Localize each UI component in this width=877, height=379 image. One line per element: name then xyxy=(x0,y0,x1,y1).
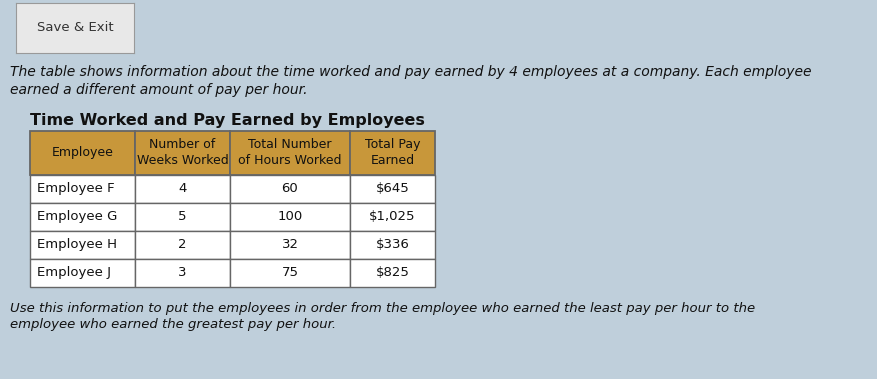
Bar xyxy=(30,259,135,287)
Bar xyxy=(30,175,135,203)
Bar xyxy=(230,259,350,287)
Text: Employee J: Employee J xyxy=(37,266,111,279)
Text: $336: $336 xyxy=(375,238,410,251)
Bar xyxy=(350,203,435,231)
Text: 32: 32 xyxy=(282,238,298,251)
Text: $645: $645 xyxy=(375,182,410,196)
Text: Save & Exit: Save & Exit xyxy=(37,21,113,34)
Bar xyxy=(30,203,135,231)
Bar xyxy=(350,175,435,203)
Text: The table shows information about the time worked and pay earned by 4 employees : The table shows information about the ti… xyxy=(10,65,811,79)
Bar xyxy=(350,231,435,259)
Bar xyxy=(30,131,135,175)
Text: 5: 5 xyxy=(178,210,187,224)
Text: Employee G: Employee G xyxy=(37,210,118,224)
Text: 4: 4 xyxy=(178,182,187,196)
Text: Time Worked and Pay Earned by Employees: Time Worked and Pay Earned by Employees xyxy=(30,113,424,128)
Text: Total Pay
Earned: Total Pay Earned xyxy=(365,138,420,168)
Text: Employee H: Employee H xyxy=(37,238,117,251)
Text: earned a different amount of pay per hour.: earned a different amount of pay per hou… xyxy=(10,83,308,97)
Bar xyxy=(230,131,350,175)
Text: 75: 75 xyxy=(282,266,298,279)
Text: 2: 2 xyxy=(178,238,187,251)
Bar xyxy=(135,231,230,259)
Text: Employee F: Employee F xyxy=(37,182,115,196)
Bar xyxy=(230,203,350,231)
Text: $825: $825 xyxy=(375,266,410,279)
Text: $1,025: $1,025 xyxy=(369,210,416,224)
Text: Total Number
of Hours Worked: Total Number of Hours Worked xyxy=(239,138,342,168)
Bar xyxy=(135,259,230,287)
Bar xyxy=(350,131,435,175)
Bar xyxy=(135,175,230,203)
Bar xyxy=(30,231,135,259)
Bar xyxy=(230,175,350,203)
Text: Employee: Employee xyxy=(52,146,113,160)
Text: 60: 60 xyxy=(282,182,298,196)
Bar xyxy=(230,231,350,259)
Text: 100: 100 xyxy=(277,210,303,224)
Bar xyxy=(350,259,435,287)
Bar xyxy=(135,203,230,231)
Text: employee who earned the greatest pay per hour.: employee who earned the greatest pay per… xyxy=(10,318,336,331)
Text: Number of
Weeks Worked: Number of Weeks Worked xyxy=(137,138,228,168)
Text: 3: 3 xyxy=(178,266,187,279)
Bar xyxy=(135,131,230,175)
Text: Use this information to put the employees in order from the employee who earned : Use this information to put the employee… xyxy=(10,302,755,315)
